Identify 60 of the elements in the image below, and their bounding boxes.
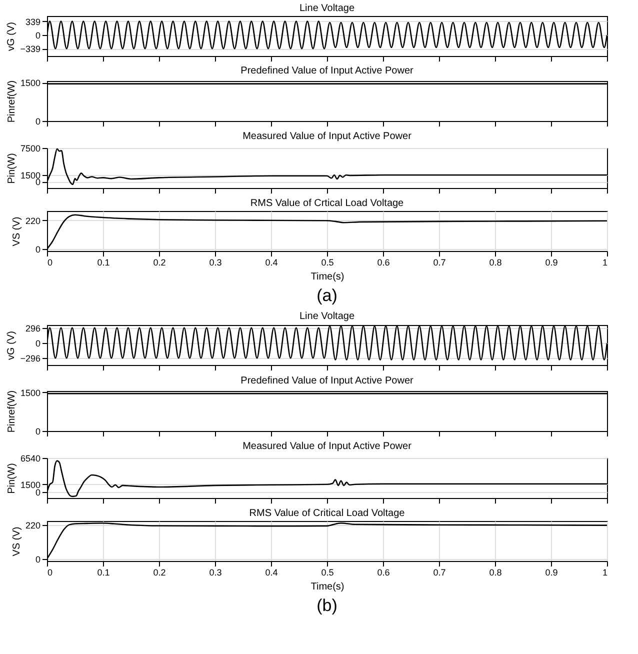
chart-title: RMS Value of Critical Load Voltage (249, 508, 406, 519)
y-tick-label: 220 (25, 216, 40, 226)
y-tick-label: 0 (35, 338, 40, 348)
y-tick-label: 0 (35, 30, 40, 40)
y-tick-label: −339 (20, 44, 40, 54)
y-axis-title: vG (V) (6, 331, 18, 360)
y-axis-title: Pinref(W) (6, 80, 18, 123)
y-tick-label: 1500 (20, 480, 40, 490)
chart-title: Measured Value of Input Active Power (242, 131, 412, 142)
x-tick-label: 0.2 (153, 258, 166, 268)
x-tick-label: 0.7 (433, 568, 446, 578)
x-tick-label: 0 (48, 258, 53, 268)
y-tick-label: 0 (35, 426, 40, 436)
x-tick-label: 0.1 (97, 258, 110, 268)
x-tick-label: 1 (602, 568, 608, 578)
x-tick-label: 0.5 (321, 258, 334, 268)
y-axis-title: vG (V) (6, 22, 18, 51)
x-tick-label: 0.1 (97, 568, 110, 578)
x-tick-label: 0.6 (377, 258, 390, 268)
y-tick-label: 0 (35, 244, 40, 255)
x-tick-label: 0.7 (433, 258, 446, 268)
text: (a) (316, 286, 338, 305)
x-tick-label: 0.6 (377, 568, 390, 578)
y-axis-title: VS (V) (11, 526, 22, 556)
x-tick-label: 0.9 (545, 568, 558, 578)
y-tick-label: 1500 (20, 388, 40, 398)
x-axis-title: Time(s) (310, 272, 344, 282)
chart-title: RMS Value of Crtical Load Voltage (250, 198, 404, 209)
y-axis-title: VS (V) (11, 216, 22, 246)
x-tick-label: 0.8 (489, 568, 502, 578)
y-tick-label: 7500 (20, 144, 40, 154)
chart-title: Predefined Value of Input Active Power (240, 66, 414, 77)
y-axis-title: Pinref(W) (6, 390, 18, 433)
chart-title: Line Voltage (299, 3, 355, 14)
x-tick-label: 0.4 (265, 568, 278, 578)
chart-title: Line Voltage (299, 310, 355, 322)
x-tick-label: 0.9 (545, 258, 558, 268)
text: (b) (316, 596, 338, 615)
y-tick-label: 0 (35, 116, 40, 126)
x-tick-label: 0.5 (321, 568, 334, 578)
x-tick-label: 0 (48, 568, 53, 578)
y-tick-label: 0 (35, 488, 40, 498)
y-tick-label: 296 (25, 323, 40, 334)
y-axis-title: Pin(W) (6, 153, 18, 184)
chart-title: Predefined Value of Input Active Power (240, 375, 414, 386)
y-axis-title: Pin(W) (6, 463, 18, 494)
y-tick-label: 1500 (20, 78, 40, 88)
y-tick-label: 339 (25, 16, 40, 27)
x-tick-label: 0.2 (153, 568, 166, 578)
x-axis-title: Time(s) (310, 582, 344, 592)
x-tick-label: 0.3 (209, 568, 222, 578)
y-tick-label: −296 (20, 354, 40, 364)
x-tick-label: 0.3 (209, 258, 222, 268)
y-tick-label: 220 (25, 520, 40, 530)
x-tick-label: 1 (602, 258, 608, 268)
y-tick-label: 0 (35, 554, 40, 564)
y-tick-label: 6540 (20, 454, 40, 464)
x-tick-label: 0.4 (265, 258, 278, 268)
chart-title: Measured Value of Input Active Power (242, 441, 412, 452)
x-tick-label: 0.8 (489, 258, 502, 268)
